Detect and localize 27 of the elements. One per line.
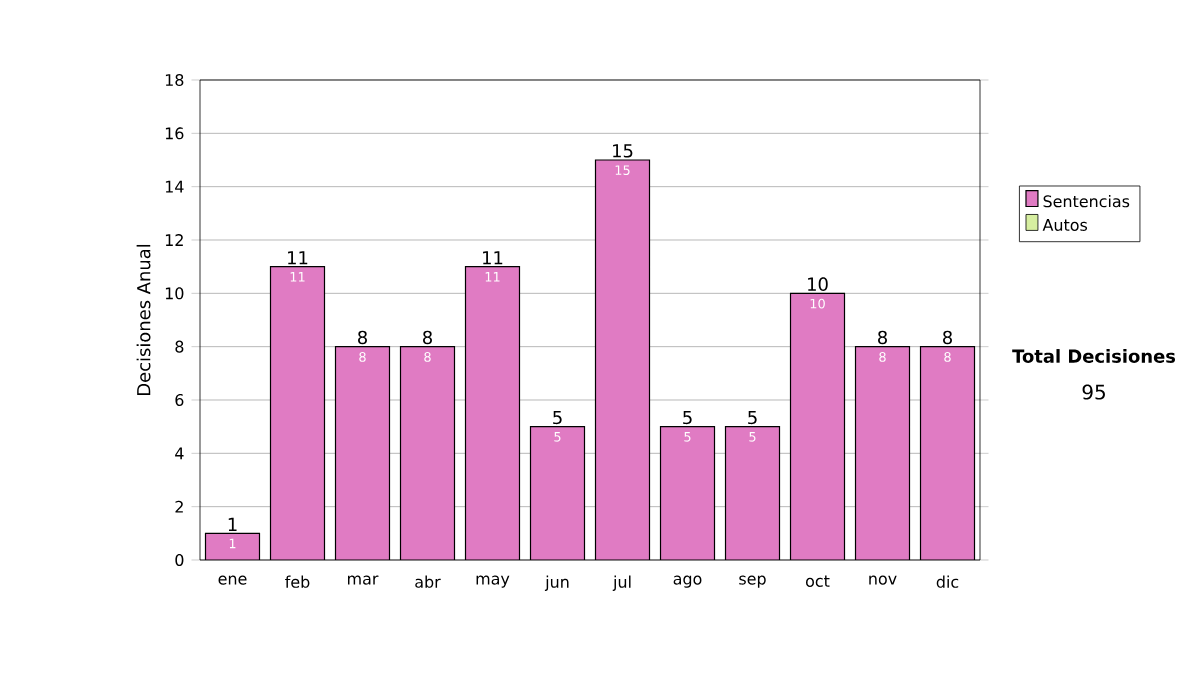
total-label: 15 [613,144,633,158]
total-label: 1 [228,517,237,531]
total-label: 11 [483,251,503,265]
bar [855,346,910,560]
bar [530,426,585,560]
total-label: 8 [423,330,432,345]
total-label: 5 [748,410,757,425]
total-label: 5 [683,410,692,425]
total-label: 8 [943,330,952,345]
bar [790,293,845,560]
total-label: 8 [878,330,887,345]
text: 95 [1082,384,1105,400]
total-label: 8 [358,330,367,345]
bar [660,426,715,560]
total-label: 5 [553,410,562,425]
text: Total Decisiones [1012,349,1176,363]
bar [400,346,455,560]
bar [465,266,520,560]
y-axis-title: Decisiones Anual [136,244,151,395]
bar [335,346,390,560]
bar [725,426,780,560]
bar [919,346,976,560]
total-label: 10 [808,277,828,291]
total-label: 11 [288,251,308,265]
bar [595,159,650,560]
bar [205,533,260,560]
bar [270,266,325,560]
